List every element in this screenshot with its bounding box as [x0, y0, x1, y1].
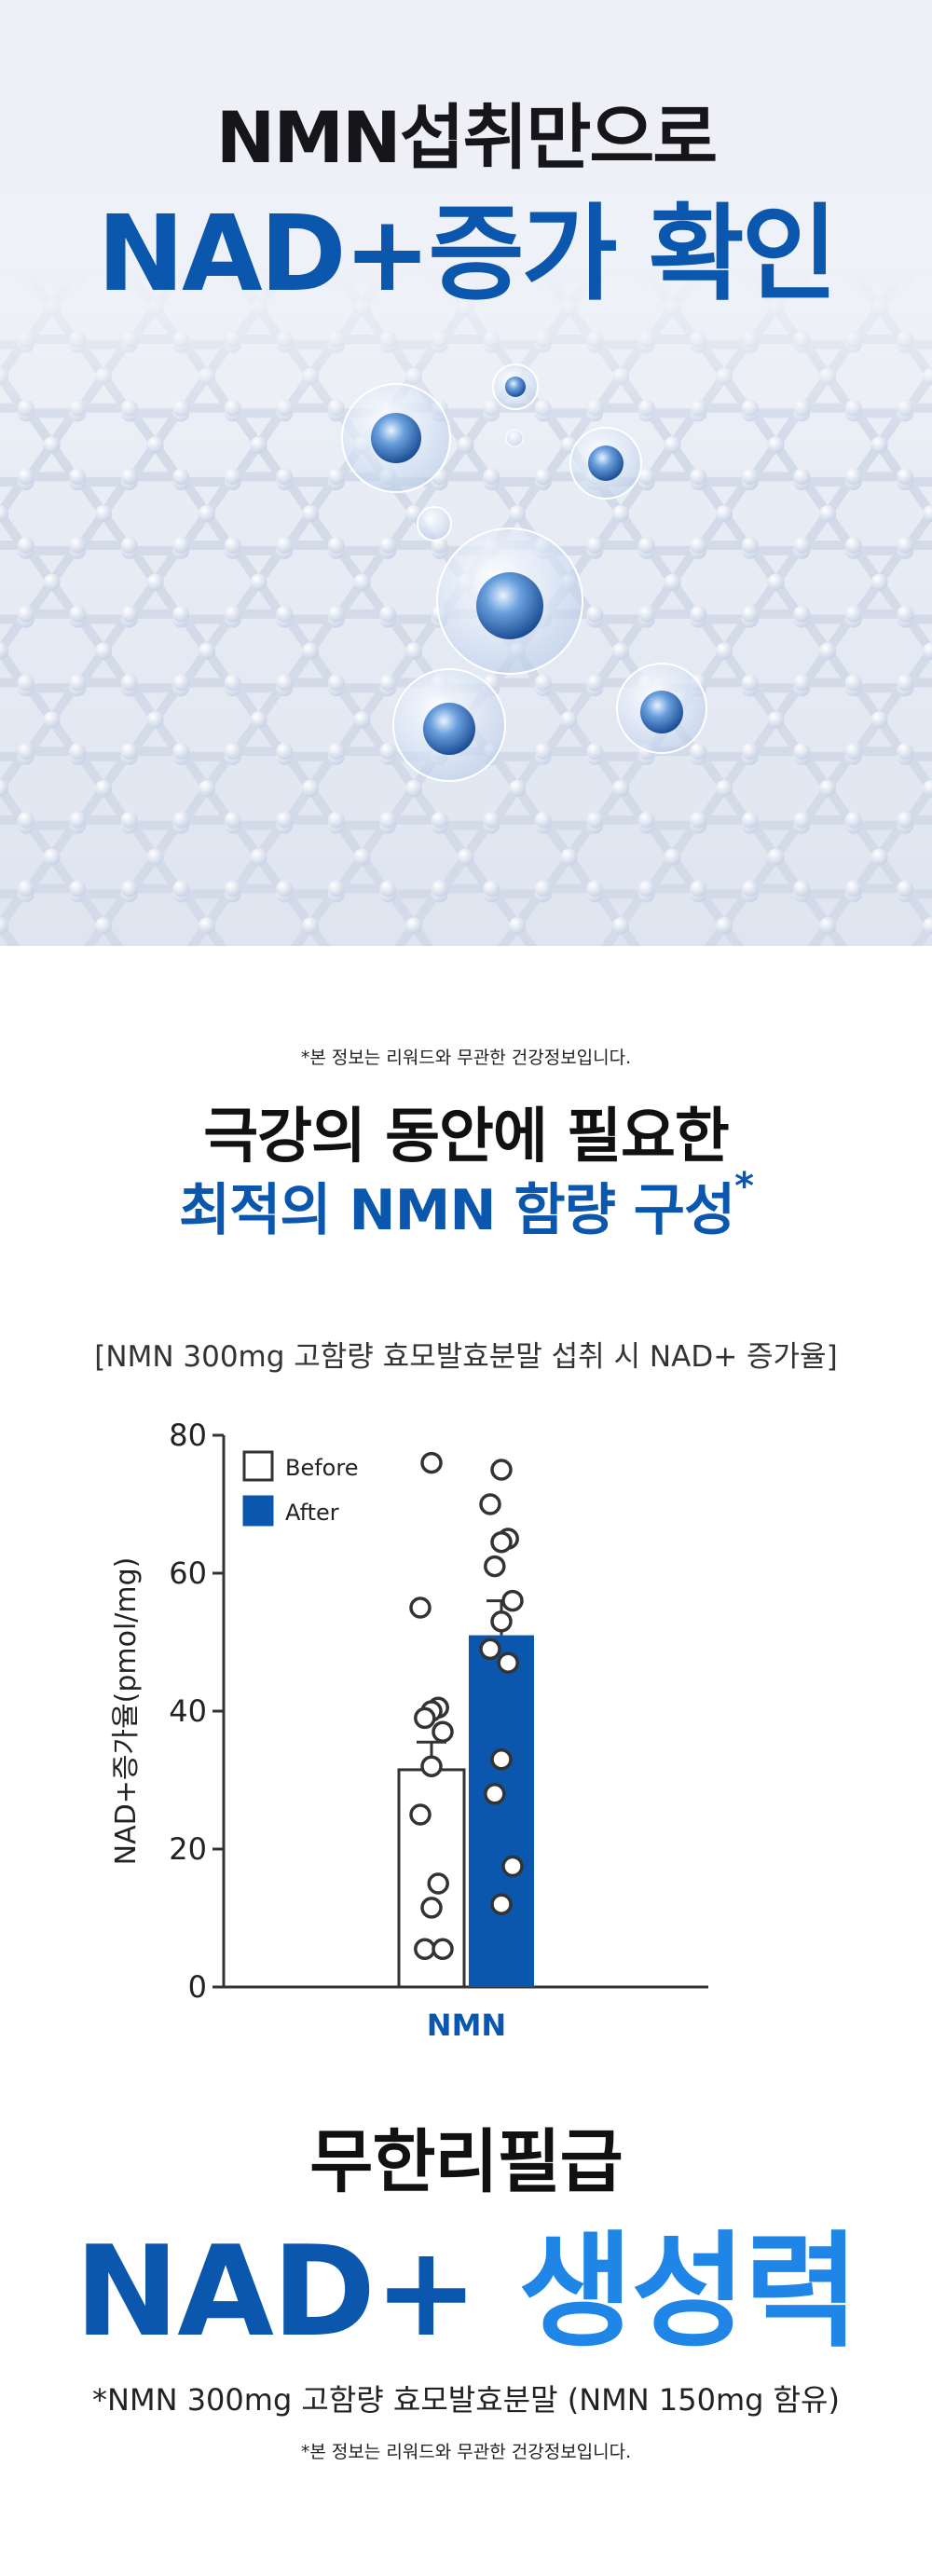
headline-line2: 최적의 NMN 함량 구성* [0, 1165, 932, 1246]
data-point [420, 1897, 443, 1919]
data-point [490, 1610, 513, 1633]
data-point [490, 1459, 513, 1481]
after-bar [469, 1635, 534, 1987]
data-point [414, 1938, 436, 1961]
content-section [0, 946, 932, 2576]
hero-section: NMN섭취만으로 NAD+증가 확인 [0, 0, 932, 946]
y-tick-label: 80 [169, 1418, 207, 1453]
data-point [497, 1651, 519, 1674]
closing-nad-text: NAD+ [75, 2219, 478, 2364]
y-tick-label: 40 [169, 1693, 207, 1729]
data-point [501, 1589, 524, 1612]
headline-line2-text: 최적의 NMN 함량 구성 [178, 1178, 735, 1243]
data-point [479, 1493, 501, 1515]
legend-swatch-before [242, 1450, 274, 1482]
hero-title-line2: NAD+증가 확인 [97, 194, 837, 315]
data-point [484, 1555, 506, 1578]
hero-title-line1: NMN섭취만으로 [215, 96, 718, 179]
data-point [490, 1530, 513, 1554]
y-tick-label: 0 [188, 1969, 207, 2005]
closing-generation-text: 생성력 [518, 2219, 859, 2364]
footnote: *NMN 300mg 고함량 효모발효분말 (NMN 150mg 함유) [92, 2382, 840, 2418]
data-point [420, 1451, 443, 1474]
y-tick-label: 20 [169, 1831, 207, 1867]
legend-label-before: Before [285, 1455, 358, 1481]
data-point [432, 1938, 454, 1961]
data-point [409, 1596, 432, 1619]
legend-swatch-after [242, 1495, 274, 1527]
molecule-lattice-illustration [0, 270, 932, 946]
nad-increase-bar-chart: 0 20 40 60 80 NAD+증가율(pmol/mg) NMN Before After [110, 1418, 708, 2043]
disclaimer-notice-top: *본 정보는 리워드와 무관한 건강정보입니다. [300, 1048, 632, 1068]
legend-label-after: After [285, 1500, 339, 1526]
data-point [490, 1893, 513, 1915]
data-point [414, 1706, 436, 1730]
closing-line1: 무한리필급 [309, 2122, 623, 2202]
y-axis-label: NAD+증가율(pmol/mg) [110, 1557, 143, 1866]
disclaimer-notice-bottom: *본 정보는 리워드와 무관한 건강정보입니다. [300, 2442, 632, 2462]
data-point [490, 1748, 513, 1771]
closing-line2: NAD+ 생성력 [0, 2190, 932, 2371]
data-point [484, 1783, 506, 1805]
data-point [409, 1803, 432, 1826]
data-point [420, 1755, 443, 1777]
headline-asterisk: * [734, 1165, 754, 1208]
bubble-molecules [341, 363, 707, 782]
data-point [432, 1720, 454, 1743]
headline-line1: 극강의 동안에 필요한 [203, 1103, 729, 1172]
y-tick-label: 60 [169, 1555, 207, 1591]
data-point [427, 1872, 449, 1895]
chart-caption: [NMN 300mg 고함량 효모발효분말 섭취 시 NAD+ 증가율] [94, 1340, 838, 1374]
data-point [479, 1637, 501, 1661]
x-category-label: NMN [427, 2007, 506, 2043]
data-point [501, 1855, 524, 1878]
